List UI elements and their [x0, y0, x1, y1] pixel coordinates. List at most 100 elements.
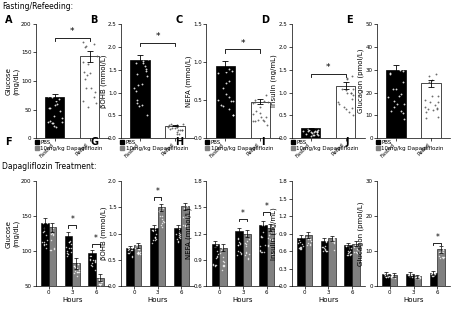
- Point: [344, 253, 351, 258]
- Point: [43, 245, 50, 250]
- Point: [40, 242, 47, 247]
- Point: [300, 244, 307, 249]
- Point: [235, 236, 242, 241]
- Point: [353, 246, 361, 251]
- Text: Dapagliflozin Treatment:: Dapagliflozin Treatment:: [2, 162, 97, 171]
- Point: [143, 66, 150, 72]
- Point: [39, 229, 47, 234]
- Point: [236, 226, 243, 231]
- Point: [182, 215, 189, 220]
- Point: [95, 274, 103, 279]
- Point: [218, 244, 226, 249]
- Point: [388, 273, 396, 278]
- Point: [388, 273, 395, 278]
- Point: [319, 236, 327, 241]
- Point: [126, 248, 134, 253]
- Bar: [320, 241, 328, 286]
- Bar: [297, 238, 304, 286]
- Point: [354, 247, 362, 252]
- Bar: [41, 223, 48, 318]
- Point: [338, 86, 346, 92]
- Y-axis label: Glucose
(mg/dL): Glucose (mg/dL): [6, 220, 19, 248]
- Point: [127, 246, 134, 251]
- Point: [175, 226, 182, 231]
- Point: [319, 245, 326, 250]
- Point: [229, 113, 237, 118]
- Point: [432, 71, 440, 76]
- Point: [352, 241, 359, 246]
- Point: [97, 282, 105, 287]
- Point: [74, 262, 82, 267]
- Point: [343, 107, 350, 112]
- Y-axis label: Insulin (ng/mL): Insulin (ng/mL): [271, 207, 277, 260]
- Point: [39, 219, 47, 224]
- Point: [214, 251, 222, 256]
- Point: [38, 240, 46, 245]
- X-axis label: Hours: Hours: [403, 297, 424, 303]
- Point: [134, 251, 142, 256]
- Point: [428, 272, 435, 277]
- Point: [71, 264, 78, 269]
- Point: [49, 231, 56, 236]
- Bar: [235, 231, 243, 318]
- Bar: [130, 60, 150, 138]
- Point: [46, 119, 54, 124]
- Point: [321, 247, 328, 252]
- Point: [320, 245, 328, 251]
- Point: [234, 236, 242, 241]
- Bar: [88, 253, 96, 318]
- Point: [173, 124, 181, 129]
- Point: [242, 241, 250, 246]
- Point: [128, 254, 136, 259]
- Point: [314, 133, 321, 138]
- Point: [96, 282, 103, 287]
- Point: [412, 274, 419, 280]
- Point: [429, 273, 437, 279]
- Point: [142, 64, 149, 69]
- Point: [235, 239, 243, 245]
- Point: [407, 273, 415, 278]
- Point: [408, 272, 415, 277]
- Point: [51, 102, 59, 107]
- Point: [82, 45, 89, 50]
- Point: [235, 248, 242, 253]
- Point: [71, 264, 78, 269]
- Point: [269, 230, 277, 235]
- Point: [212, 262, 219, 267]
- Point: [348, 106, 356, 111]
- Text: F: F: [5, 137, 11, 147]
- Point: [389, 274, 396, 280]
- Point: [213, 253, 220, 258]
- Point: [416, 275, 424, 280]
- Point: [44, 120, 52, 125]
- Bar: [64, 236, 72, 318]
- Bar: [165, 126, 185, 138]
- Y-axis label: Glucagon (pmol/L): Glucagon (pmol/L): [358, 202, 365, 266]
- Text: *: *: [155, 32, 160, 41]
- Point: [264, 100, 271, 105]
- Point: [175, 233, 182, 238]
- Point: [135, 250, 142, 255]
- Point: [149, 238, 156, 243]
- Point: [386, 71, 394, 76]
- Point: [408, 272, 415, 277]
- Point: [383, 273, 391, 278]
- Point: [268, 228, 276, 233]
- Point: [217, 251, 224, 256]
- Point: [344, 252, 351, 257]
- Bar: [390, 275, 397, 286]
- Point: [82, 77, 89, 82]
- Point: [299, 242, 306, 247]
- Point: [381, 274, 389, 279]
- Point: [244, 238, 251, 243]
- Point: [48, 223, 55, 228]
- Point: [414, 275, 422, 280]
- Point: [222, 69, 230, 74]
- Point: [176, 235, 183, 240]
- Point: [71, 264, 79, 269]
- Bar: [301, 128, 320, 138]
- Point: [211, 244, 219, 249]
- Point: [329, 236, 337, 241]
- Point: [259, 219, 267, 225]
- Point: [168, 125, 175, 130]
